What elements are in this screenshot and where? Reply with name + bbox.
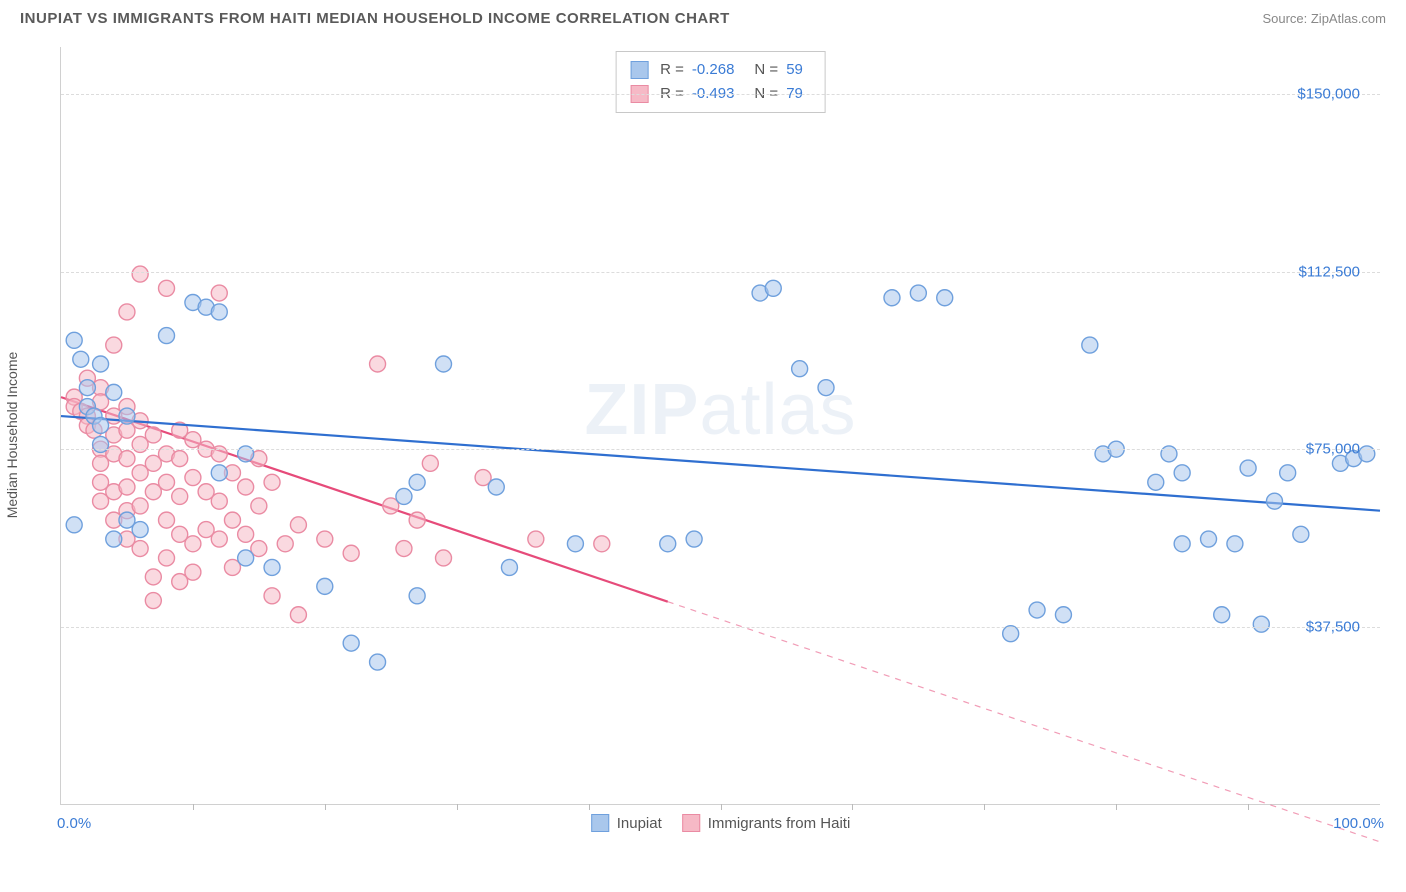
stats-row-inupiat: R = -0.268 N = 59 (630, 58, 811, 82)
x-end-label: 100.0% (1333, 815, 1384, 832)
source-prefix: Source: (1262, 11, 1310, 26)
x-tick (589, 804, 590, 810)
x-tick (193, 804, 194, 810)
y-tick-label: $75,000 (1306, 441, 1360, 458)
r-label: R = (660, 58, 684, 82)
x-tick (1248, 804, 1249, 810)
series-legend: Inupiat Immigrants from Haiti (591, 814, 851, 832)
x-start-label: 0.0% (57, 815, 91, 832)
x-tick (984, 804, 985, 810)
source-attribution: Source: ZipAtlas.com (1262, 11, 1386, 26)
chart-title: INUPIAT VS IMMIGRANTS FROM HAITI MEDIAN … (20, 10, 730, 27)
x-tick (457, 804, 458, 810)
legend-item-haiti: Immigrants from Haiti (682, 814, 851, 832)
legend-swatch-inupiat (591, 814, 609, 832)
gridline (61, 449, 1380, 450)
stats-legend: R = -0.268 N = 59 R = -0.493 N = 79 (615, 51, 826, 113)
legend-label-inupiat: Inupiat (617, 815, 662, 832)
gridline (61, 627, 1380, 628)
x-tick (721, 804, 722, 810)
x-tick (325, 804, 326, 810)
swatch-inupiat (630, 61, 648, 79)
y-tick-label: $37,500 (1306, 618, 1360, 635)
n-value-inupiat: 59 (786, 58, 803, 82)
source-link[interactable]: ZipAtlas.com (1311, 11, 1386, 26)
r-value-inupiat: -0.268 (692, 58, 735, 82)
gridline (61, 94, 1380, 95)
scatter-plot-svg (61, 47, 1380, 804)
chart-header: INUPIAT VS IMMIGRANTS FROM HAITI MEDIAN … (0, 0, 1406, 35)
gridline (61, 272, 1380, 273)
y-tick-label: $150,000 (1297, 86, 1360, 103)
y-axis-label: Median Household Income (4, 352, 20, 519)
n-label: N = (754, 58, 778, 82)
x-tick (852, 804, 853, 810)
plot-area: ZIPatlas R = -0.268 N = 59 R = -0.493 N … (60, 47, 1380, 805)
y-tick-label: $112,500 (1299, 263, 1360, 280)
legend-label-haiti: Immigrants from Haiti (708, 815, 851, 832)
legend-item-inupiat: Inupiat (591, 814, 662, 832)
legend-swatch-haiti (682, 814, 700, 832)
chart-container: Median Household Income ZIPatlas R = -0.… (20, 35, 1386, 835)
x-tick (1116, 804, 1117, 810)
